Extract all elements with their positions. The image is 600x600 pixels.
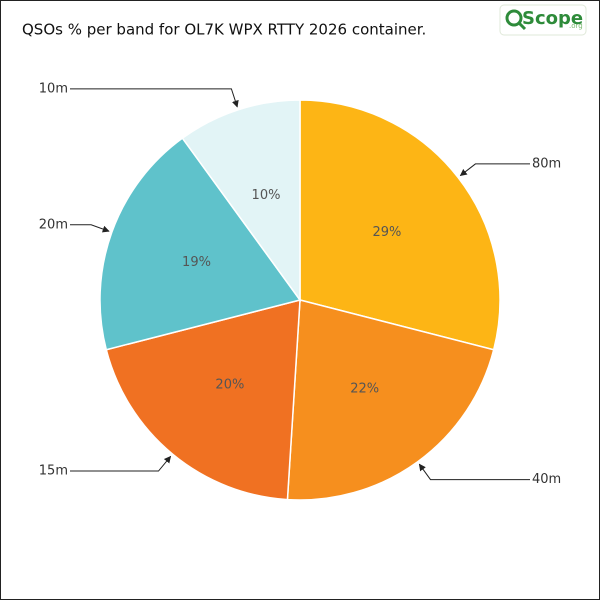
value-label: 29%	[372, 225, 401, 240]
value-label: 10%	[252, 188, 281, 203]
slice-label: 40m	[532, 472, 561, 487]
slice-label: 20m	[39, 217, 68, 232]
leader-line	[70, 224, 110, 233]
pie-slice	[299, 99, 501, 351]
leader-line	[418, 463, 530, 481]
leader-line	[70, 455, 172, 472]
slice-label: 10m	[39, 81, 68, 96]
leader-line	[459, 163, 530, 177]
logo-icon	[505, 9, 523, 27]
value-label: 19%	[182, 255, 211, 270]
logo-text: Scope	[522, 8, 583, 29]
value-label: 22%	[350, 381, 379, 396]
value-label: 20%	[215, 377, 244, 392]
logo-suffix: .org	[569, 22, 583, 30]
pie-slice	[105, 299, 301, 501]
pie-slice	[286, 299, 495, 501]
logo-icon-handle	[517, 21, 527, 31]
chart-title: QSOs % per band for OL7K WPX RTTY 2026 c…	[22, 21, 426, 39]
pie-slice	[181, 99, 301, 303]
slice-label: 80m	[532, 156, 561, 171]
leader-line	[70, 88, 239, 108]
pie-slice	[99, 137, 302, 351]
logo: Scope .org	[499, 4, 587, 36]
slice-label: 15m	[39, 464, 68, 479]
